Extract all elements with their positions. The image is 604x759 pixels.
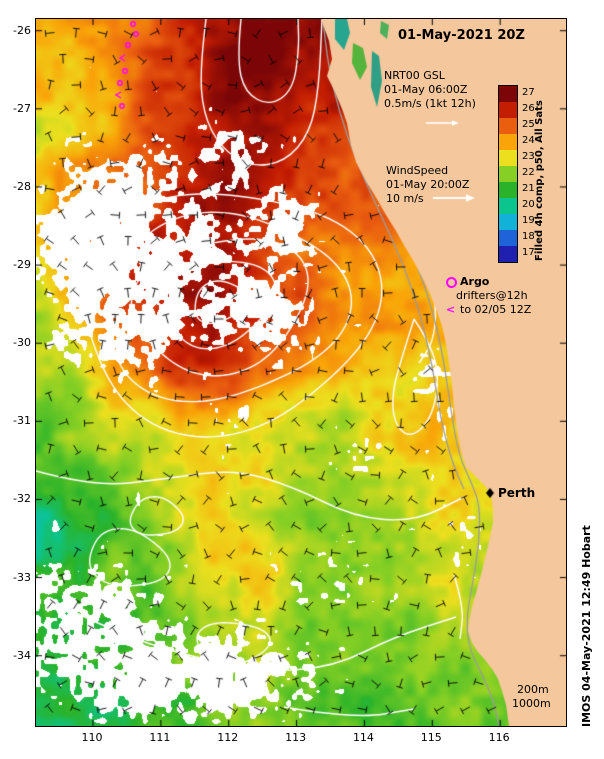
colorbar-tick-label: 24 bbox=[522, 135, 535, 146]
argo-legend-name: Argo bbox=[460, 275, 490, 288]
y-tick-label: -31 bbox=[13, 414, 31, 428]
y-tick-label: -32 bbox=[13, 492, 31, 506]
x-tick-label: 115 bbox=[420, 731, 442, 744]
y-tick-label: -28 bbox=[13, 179, 31, 193]
map-plot: 01-May-2021 20Z NRT00 GSL 01-May 06:00Z … bbox=[35, 18, 567, 727]
city-label-perth: Perth bbox=[498, 486, 536, 500]
colorbar-tick-label: 21 bbox=[522, 183, 535, 194]
colorbar-cell bbox=[499, 182, 517, 198]
wind-legend-line2: 01-May 20:00Z bbox=[386, 178, 470, 191]
y-tick-label: -34 bbox=[13, 648, 31, 662]
colorbar-cell bbox=[499, 86, 517, 102]
gsl-legend-line1: NRT00 GSL bbox=[384, 69, 445, 82]
colorbar-tick-label: 17 bbox=[522, 247, 535, 258]
x-tick-label: 111 bbox=[149, 731, 171, 744]
colorbar-cell bbox=[499, 166, 517, 182]
colorbar-cell bbox=[499, 246, 517, 262]
wind-legend-line1: WindSpeed bbox=[386, 164, 449, 177]
x-tick-label: 114 bbox=[352, 731, 374, 744]
colorbar-cell bbox=[499, 134, 517, 150]
gsl-legend-line3: 0.5m/s (1kt 12h) bbox=[384, 97, 476, 110]
y-tick-label: -27 bbox=[13, 101, 31, 115]
y-tick-label: -30 bbox=[13, 336, 31, 350]
sst-map-canvas bbox=[36, 19, 566, 726]
wind-legend-line3: 10 m/s bbox=[386, 192, 424, 205]
y-tick-label: -33 bbox=[13, 570, 31, 584]
colorbar-cell bbox=[499, 230, 517, 246]
map-title: 01-May-2021 20Z bbox=[398, 28, 525, 43]
colorbar-cell bbox=[499, 214, 517, 230]
colorbar-cell bbox=[499, 102, 517, 118]
colorbar-tick-label: 22 bbox=[522, 167, 535, 178]
colorbar-tick-label: 27 bbox=[522, 87, 535, 98]
argo-legend-line2: drifters@12h bbox=[456, 289, 528, 302]
colorbar-tick-label: 19 bbox=[522, 215, 535, 226]
colorbar-tick-label: 23 bbox=[522, 151, 535, 162]
y-tick-label: -26 bbox=[13, 23, 31, 37]
depth-label-1000m: 1000m bbox=[512, 697, 551, 710]
x-tick-label: 116 bbox=[488, 731, 510, 744]
colorbar bbox=[498, 85, 518, 263]
x-tick-label: 113 bbox=[285, 731, 307, 744]
colorbar-cell bbox=[499, 198, 517, 214]
gsl-legend-line2: 01-May 06:00Z bbox=[384, 83, 468, 96]
drifter-direction-icon: < bbox=[446, 303, 456, 316]
colorbar-tick-label: 18 bbox=[522, 231, 535, 242]
colorbar-tick-label: 25 bbox=[522, 119, 535, 130]
depth-label-200m: 200m bbox=[517, 683, 549, 696]
x-tick-label: 110 bbox=[81, 731, 103, 744]
colorbar-cell bbox=[499, 118, 517, 134]
x-tick-label: 112 bbox=[217, 731, 239, 744]
colorbar-tick-label: 26 bbox=[522, 103, 535, 114]
colorbar-label: Filled 4h comp, p50, All Sats bbox=[534, 100, 545, 261]
colorbar-cell bbox=[499, 150, 517, 166]
colorbar-tick-label: 20 bbox=[522, 199, 535, 210]
argo-float-icon bbox=[446, 277, 457, 288]
argo-legend-line3: to 02/05 12Z bbox=[460, 303, 532, 316]
imos-watermark: IMOS 04-May-2021 12:49 Hobart bbox=[580, 525, 593, 727]
y-tick-label: -29 bbox=[13, 258, 31, 272]
